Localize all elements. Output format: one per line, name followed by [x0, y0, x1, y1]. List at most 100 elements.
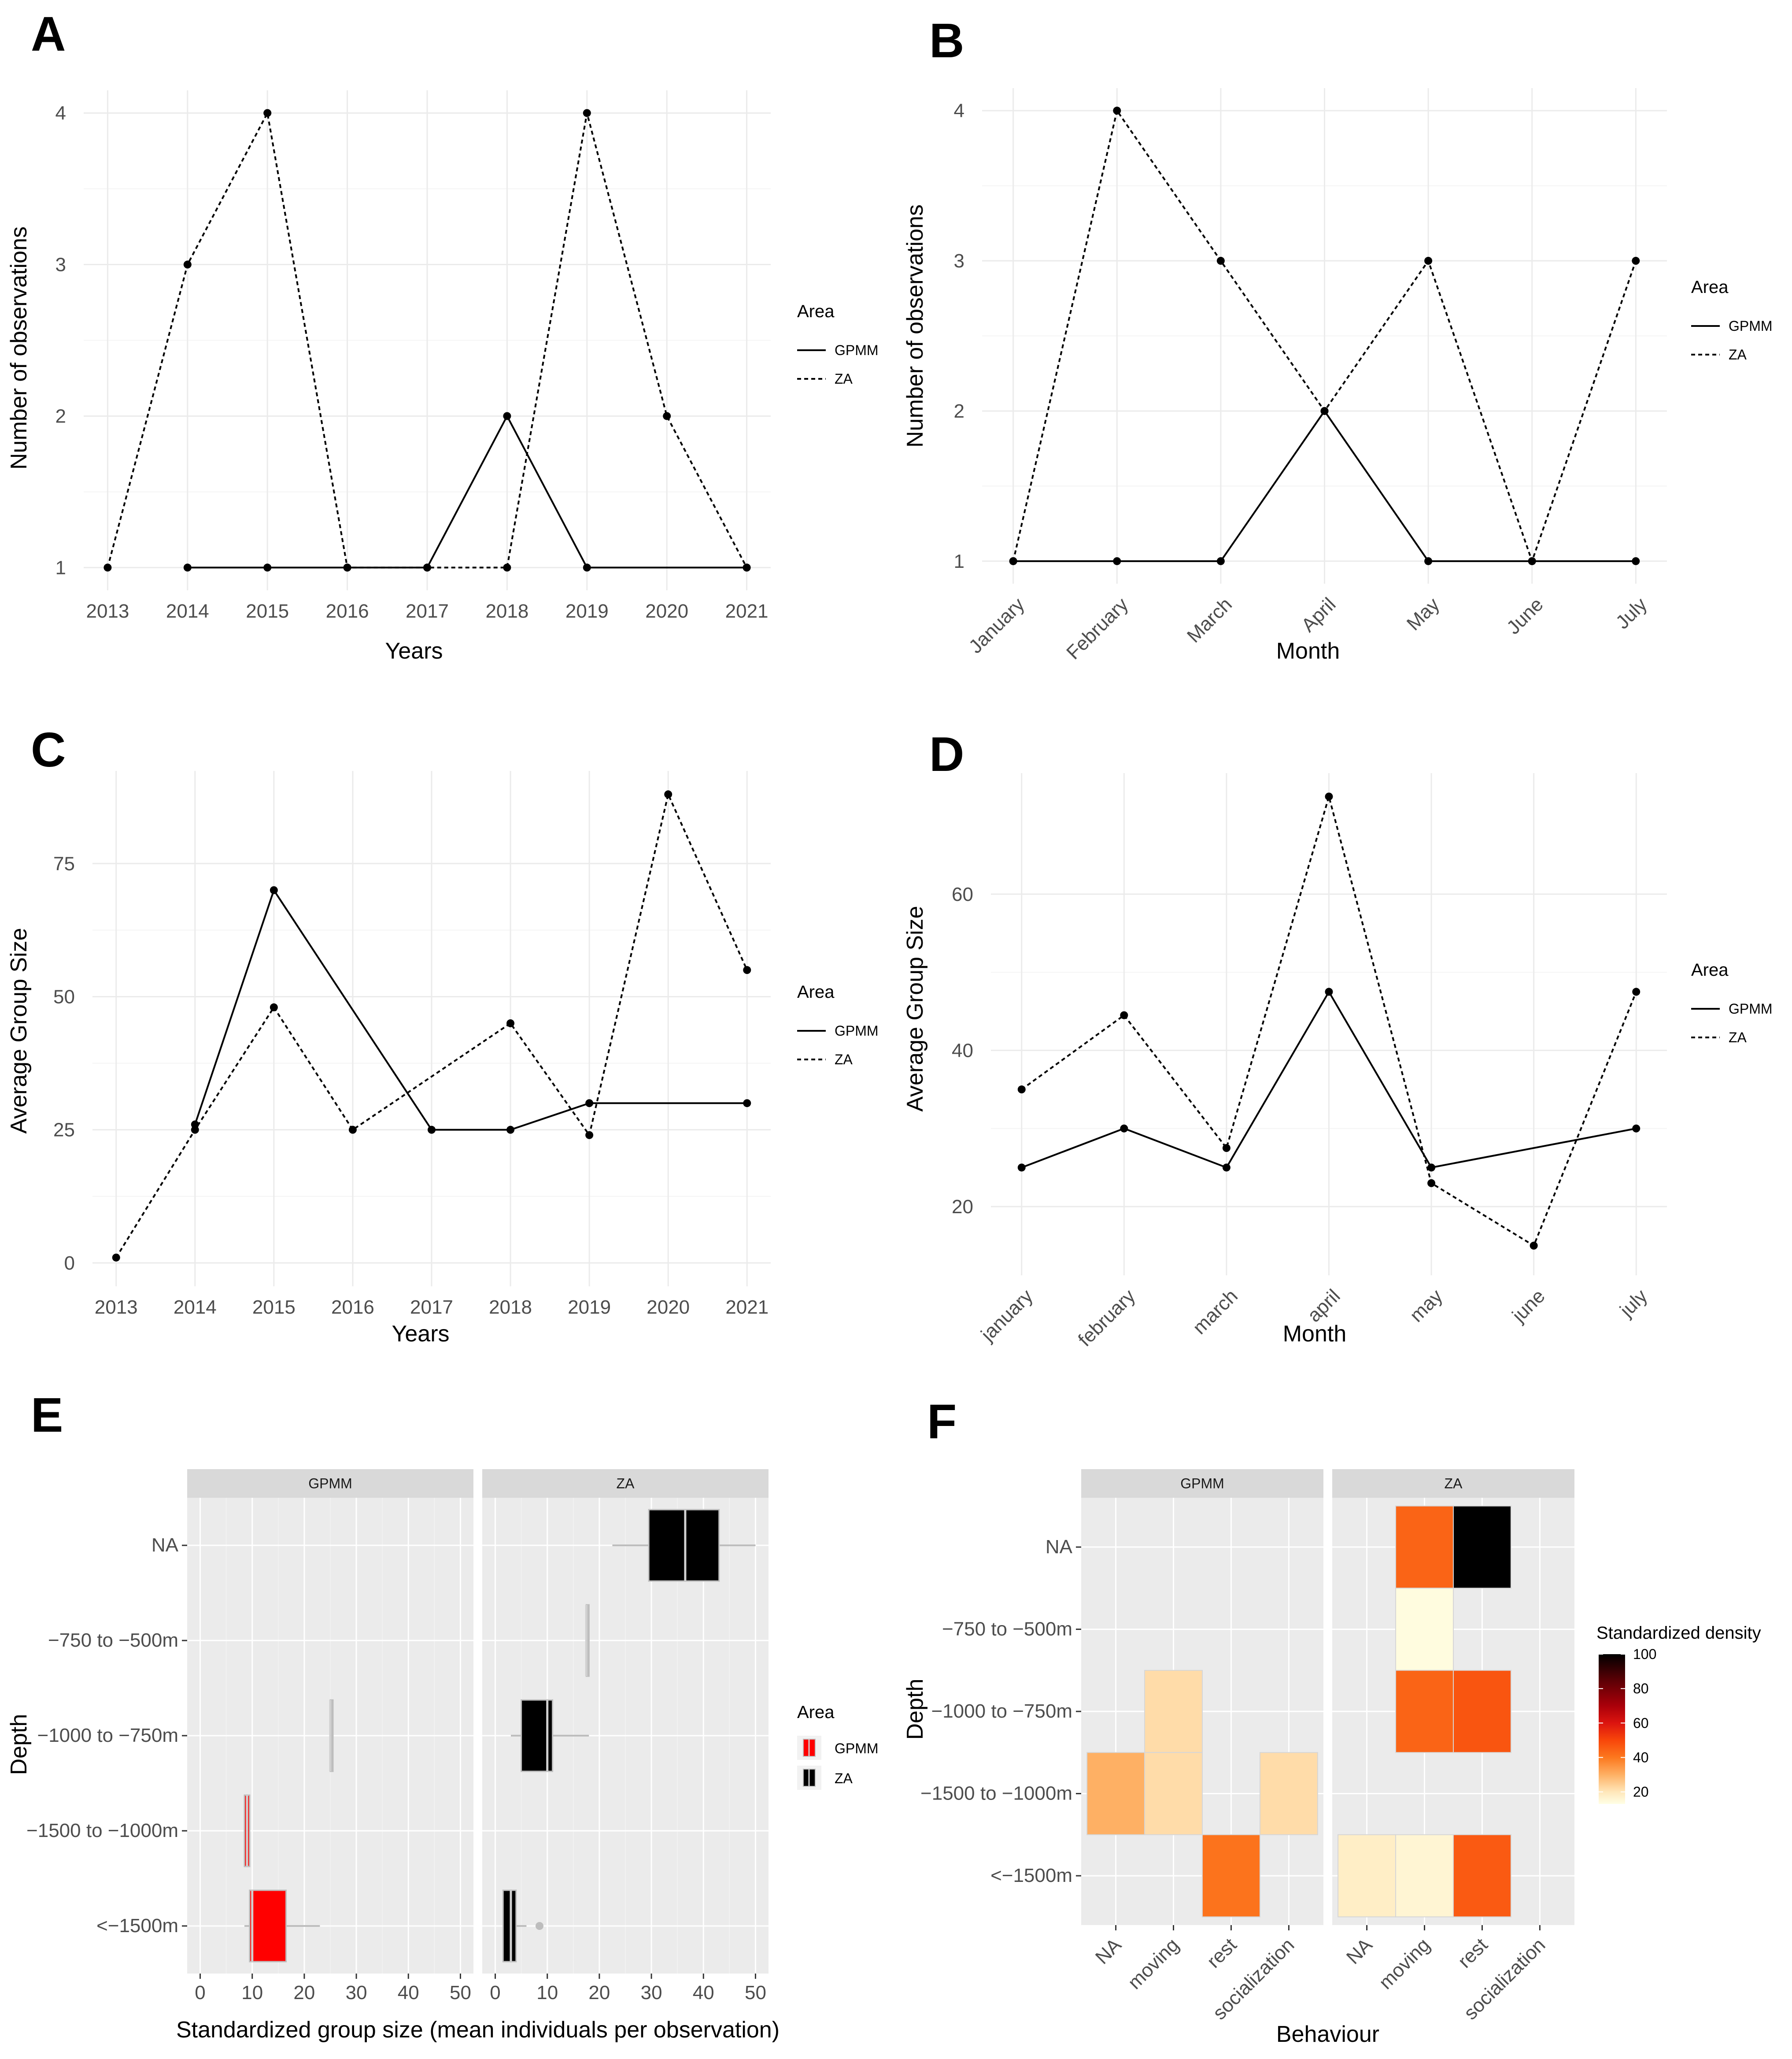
- legend-label: GPMM: [1729, 1001, 1773, 1017]
- series-line-za: [115, 791, 748, 1258]
- data-point-za: [191, 1126, 199, 1134]
- chart-e: E GPMM 0 10 20 30 40 50 NA −750 to −500m −1000 to …: [6, 1388, 879, 2043]
- panel-letter: E: [31, 1388, 63, 1442]
- facet-strip: [1081, 1469, 1323, 1498]
- legend-label: GPMM: [835, 1023, 879, 1039]
- heatmap-cell: [1086, 1752, 1145, 1835]
- x-axis-title: Standardized group size (mean individual…: [176, 2017, 780, 2043]
- x-axis-title: Month: [1283, 1321, 1347, 1347]
- data-point-za: [1017, 1085, 1026, 1094]
- heatmap-cell: [1395, 1588, 1454, 1671]
- legend-title: Area: [797, 302, 835, 321]
- chart-b: B 1 2 3 4 January February March April May June Jul…: [902, 14, 1773, 664]
- heatmap-cell: [1453, 1670, 1511, 1753]
- y-tick-label: 40: [952, 1040, 973, 1061]
- data-point-gpmm: [270, 886, 278, 894]
- x-tick-label: 2018: [489, 1296, 532, 1318]
- y-tick-label: −1500 to −1000m: [26, 1820, 178, 1841]
- data-point-za: [1325, 792, 1333, 801]
- x-tick-label: may: [1406, 1285, 1447, 1326]
- box-gpmm: [249, 1889, 287, 1963]
- y-tick-label: 3: [954, 250, 964, 272]
- x-axis-title: Behaviour: [1276, 2022, 1379, 2047]
- data-point-za: [664, 790, 672, 799]
- heatmap-cell: [1259, 1752, 1318, 1835]
- chart-c: C 0 25 50 75 2013 2014 2015 2016 2017 2018 2019 2020…: [6, 723, 879, 1347]
- colorbar-tick-label: 20: [1633, 1784, 1649, 1800]
- facet-strip-label: GPMM: [308, 1476, 352, 1492]
- x-tick-label: april: [1303, 1285, 1344, 1326]
- y-tick-label: 75: [53, 853, 75, 874]
- y-tick-label: 4: [55, 103, 66, 124]
- x-tick-label: january: [976, 1285, 1037, 1346]
- data-point-za: [1113, 107, 1121, 115]
- x-tick-label: 2016: [331, 1296, 374, 1318]
- heatmap-cell: [1395, 1834, 1454, 1918]
- heatmap-cell: [1202, 1834, 1260, 1918]
- legend-label: ZA: [835, 1052, 853, 1067]
- box-za: [648, 1509, 720, 1582]
- y-tick-label: 25: [53, 1119, 75, 1141]
- x-tick-label: April: [1297, 593, 1340, 636]
- x-tick-label: 10: [536, 1982, 558, 2003]
- data-point-gpmm: [506, 1126, 515, 1134]
- heatmap-cell: [1144, 1752, 1203, 1835]
- legend-label: ZA: [835, 371, 853, 387]
- legend-label: ZA: [1729, 1030, 1747, 1045]
- facet-strip-label: ZA: [1445, 1476, 1463, 1492]
- x-tick-label: moving: [1375, 1934, 1434, 1993]
- y-tick-label: NA: [1046, 1536, 1073, 1558]
- colorbar: [1599, 1654, 1625, 1804]
- y-tick-label: 1: [55, 557, 66, 578]
- x-tick-label: NA: [1342, 1934, 1377, 1968]
- heatmap-cell: [1395, 1670, 1454, 1753]
- data-point-za: [423, 563, 431, 572]
- data-point-gpmm: [583, 563, 591, 572]
- data-point-gpmm: [1427, 1163, 1436, 1172]
- heatmap-cell: [1144, 1670, 1203, 1753]
- heatmap-cell: [1453, 1505, 1511, 1589]
- y-tick-label: −1000 to −750m: [931, 1700, 1072, 1722]
- colorbar-tick-label: 100: [1633, 1646, 1656, 1662]
- data-point-gpmm: [1424, 557, 1433, 565]
- x-tick-label: January: [964, 593, 1028, 657]
- x-tick-label: 2018: [485, 600, 528, 622]
- y-tick-label: <−1500m: [990, 1865, 1072, 1886]
- x-tick-label: february: [1074, 1285, 1140, 1351]
- x-tick-label: 2020: [645, 600, 688, 622]
- legend-title: Area: [797, 1703, 835, 1722]
- data-point-gpmm: [428, 1126, 436, 1134]
- data-point-za: [343, 563, 351, 572]
- x-tick-label: 2021: [725, 1296, 769, 1318]
- y-axis-title: Depth: [902, 1679, 928, 1740]
- x-tick-label: 50: [745, 1982, 766, 2003]
- y-tick-label: 20: [952, 1196, 973, 1218]
- chart-d: D 20 40 60 january february march april may june j…: [902, 727, 1773, 1351]
- facet-strip-label: ZA: [617, 1476, 635, 1492]
- y-tick-label: −1000 to −750m: [37, 1725, 178, 1746]
- y-tick-label: 60: [952, 884, 973, 905]
- data-point-za: [270, 1003, 278, 1011]
- data-point-za: [263, 109, 272, 117]
- y-tick-label: 1: [954, 551, 964, 572]
- x-tick-label: rest: [1454, 1934, 1492, 1972]
- panel-letter: B: [929, 14, 964, 68]
- x-tick-label: 2019: [565, 600, 609, 622]
- y-axis-title: Depth: [6, 1714, 32, 1775]
- legend-title: Area: [1691, 278, 1729, 297]
- x-tick-label: 30: [346, 1982, 367, 2003]
- x-tick-label: 2014: [174, 1296, 217, 1318]
- y-axis-title: Average Group Size: [6, 928, 32, 1133]
- colorbar-title: Standardized density: [1596, 1623, 1761, 1643]
- colorbar-tick-label: 40: [1633, 1749, 1649, 1765]
- x-tick-label: 20: [293, 1982, 315, 2003]
- y-tick-label: −750 to −500m: [942, 1618, 1072, 1640]
- panel-letter: A: [31, 7, 66, 61]
- facet-strip: [187, 1469, 473, 1498]
- series-line-za: [107, 110, 748, 569]
- y-tick-label: 4: [954, 100, 964, 122]
- data-point-za: [1427, 1179, 1436, 1187]
- data-point-za: [348, 1126, 357, 1134]
- x-tick-label: 2016: [326, 600, 369, 622]
